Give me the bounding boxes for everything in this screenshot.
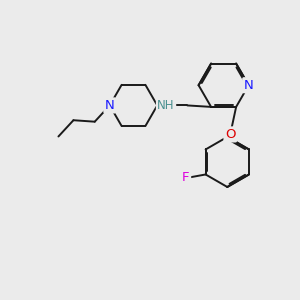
- Text: N: N: [244, 79, 254, 92]
- Text: N: N: [105, 99, 115, 112]
- Text: O: O: [225, 128, 236, 141]
- Text: F: F: [182, 171, 190, 184]
- Text: NH: NH: [157, 99, 175, 112]
